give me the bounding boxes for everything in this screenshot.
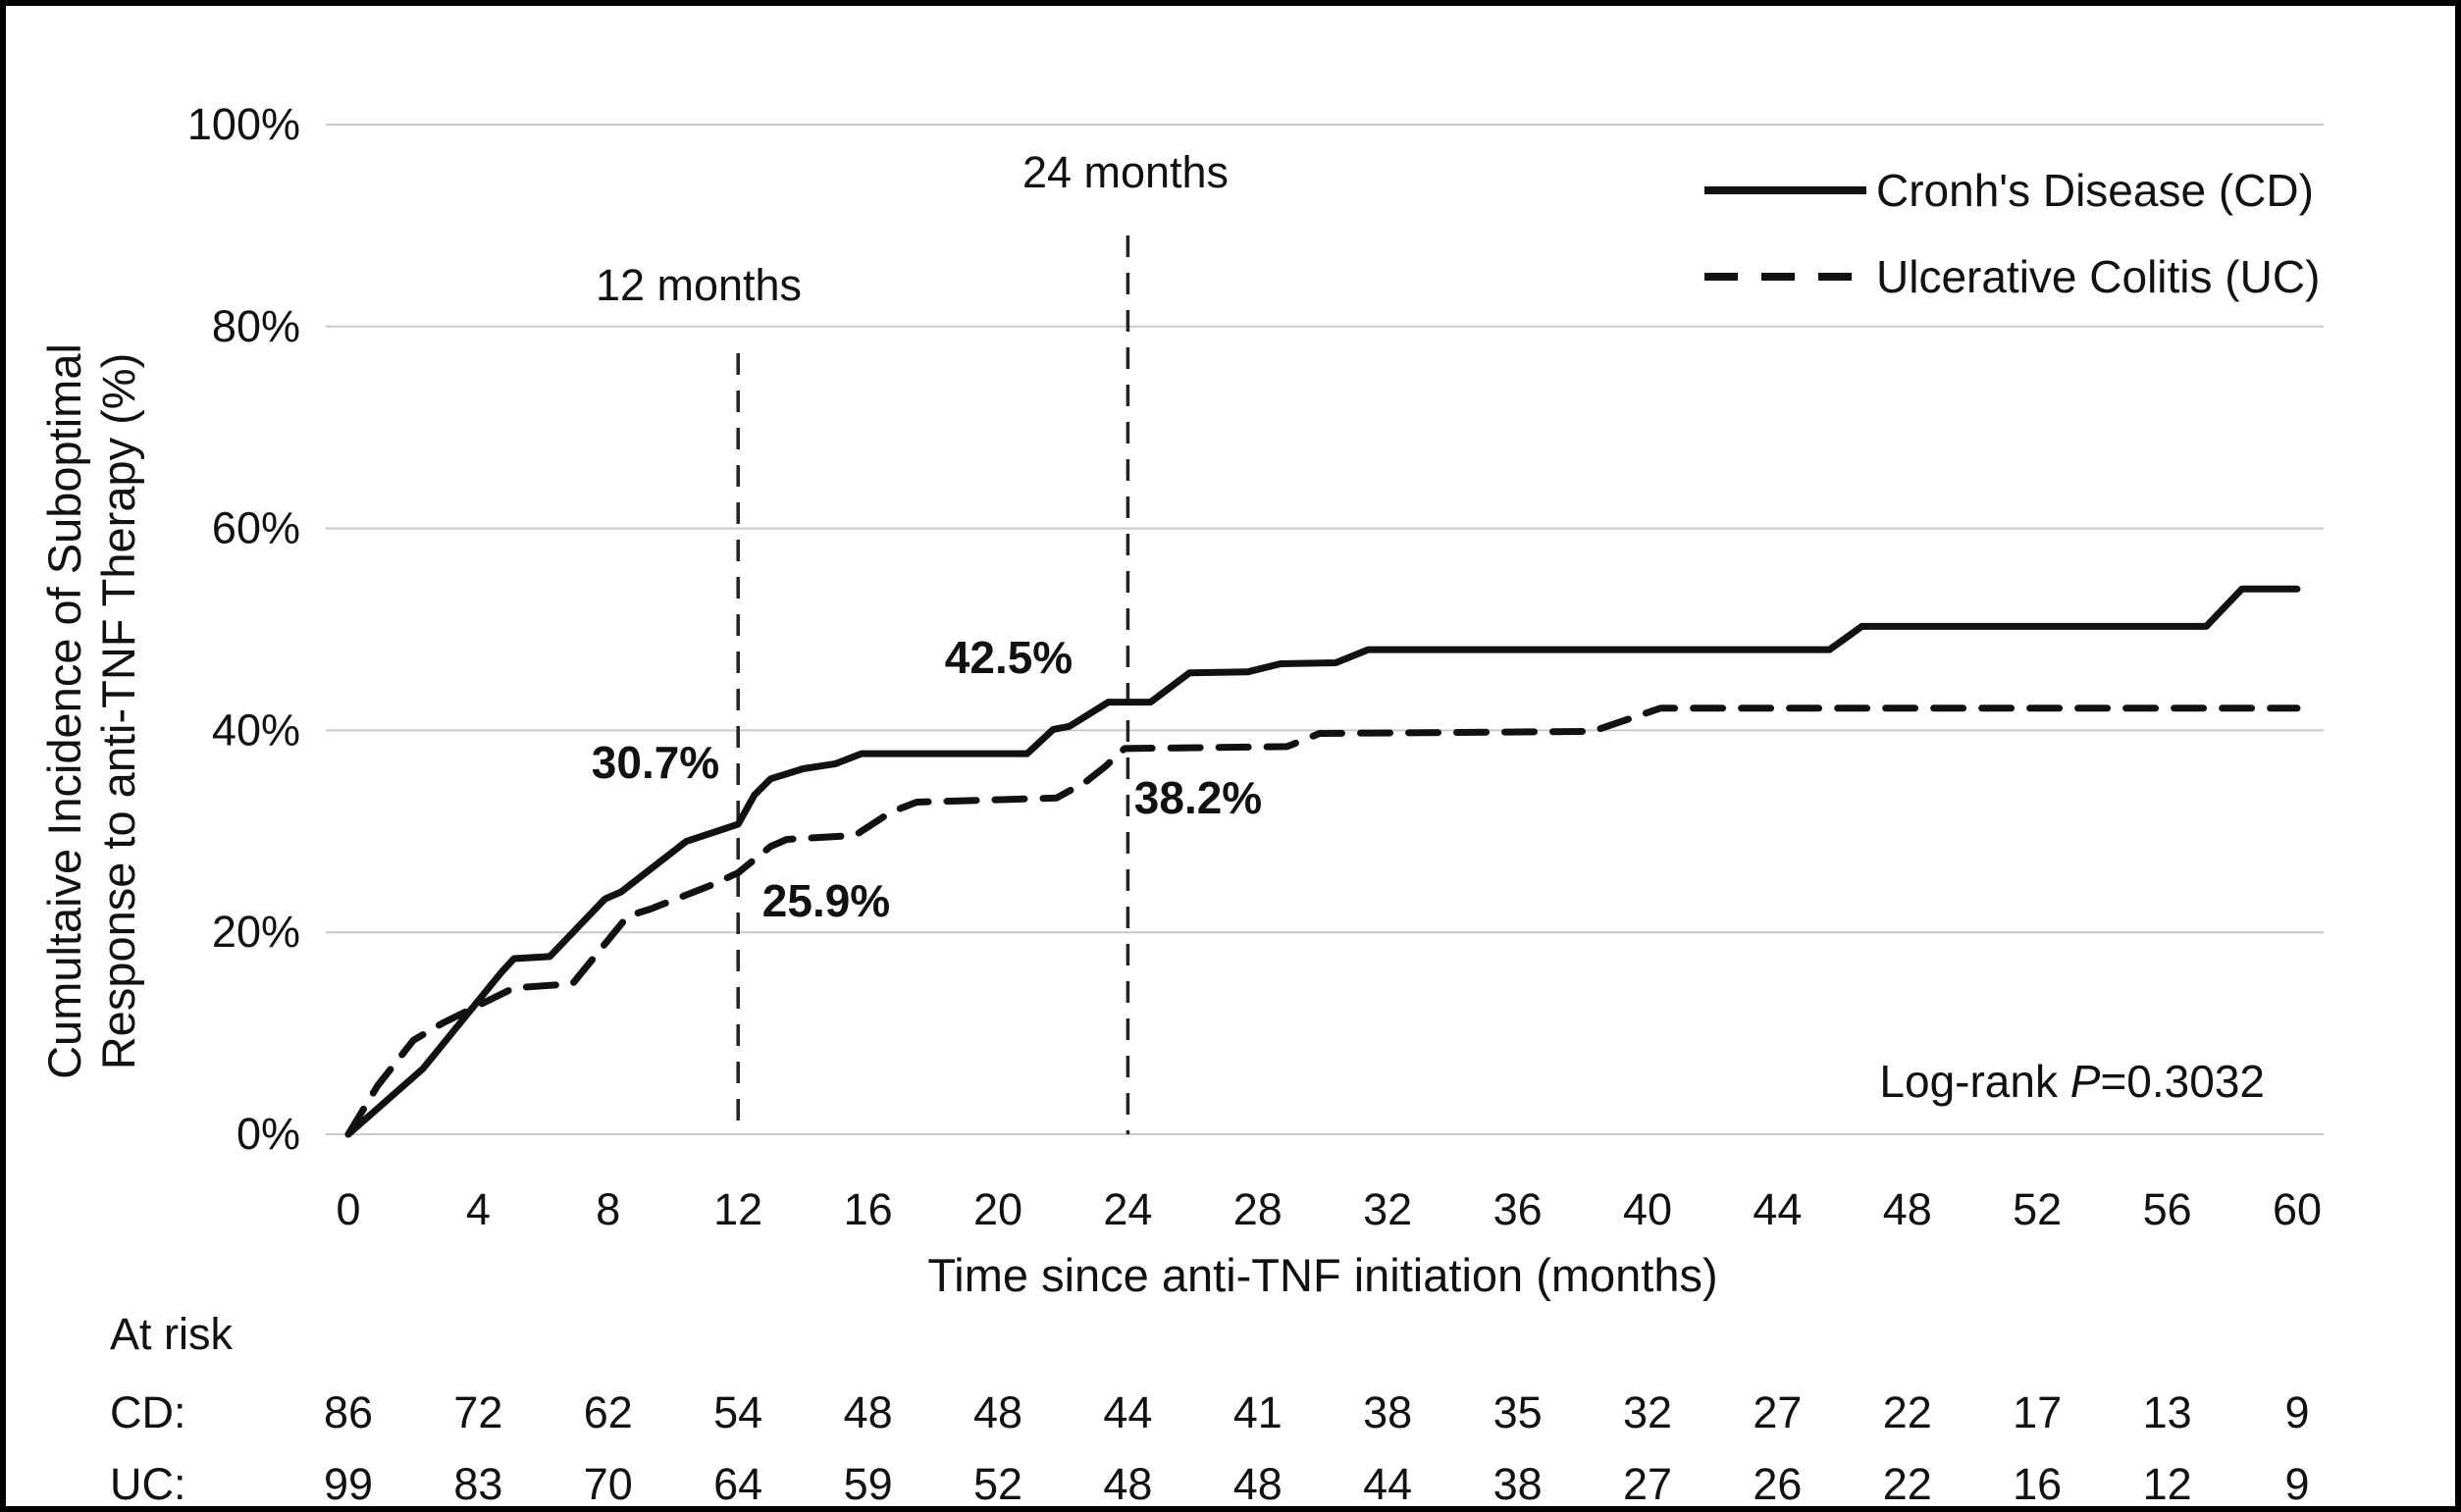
x-tick-label: 28 (1233, 1184, 1283, 1234)
at-risk-value: 22 (1883, 1459, 1932, 1509)
y-tick-label: 40% (212, 704, 300, 755)
x-tick-label: 12 (713, 1184, 762, 1234)
at-risk-value: 62 (584, 1387, 633, 1437)
at-risk-value: 35 (1493, 1387, 1543, 1437)
x-axis-title: Time since anti-TNF initiation (months) (927, 1249, 1717, 1301)
plot-gridlines (326, 124, 2324, 1135)
annotation-cd-12mo: 30.7% (592, 737, 719, 788)
y-tick-label: 100% (187, 99, 300, 149)
at-risk-value: 70 (584, 1459, 633, 1509)
ref-label-12-months: 12 months (596, 260, 802, 310)
annotation-uc-24mo: 38.2% (1134, 772, 1262, 823)
at-risk-value: 48 (844, 1387, 893, 1437)
at-risk-value: 99 (324, 1459, 373, 1509)
y-tick-label: 20% (212, 907, 300, 957)
x-tick-label: 4 (466, 1184, 491, 1234)
at-risk-row-uc-label: UC: (110, 1459, 186, 1509)
y-axis-title-line1: Cumultaive Incidence of Suboptimal (38, 343, 90, 1079)
at-risk-value: 27 (1753, 1387, 1802, 1437)
at-risk-value: 54 (713, 1387, 762, 1437)
log-rank-value: =0.3032 (2100, 1056, 2265, 1107)
at-risk-value: 32 (1623, 1387, 1672, 1437)
y-axis-title-line2: Response to anti-TNF Therapy (%) (92, 353, 144, 1070)
at-risk-value: 17 (2013, 1387, 2062, 1437)
at-risk-value: 16 (2013, 1459, 2062, 1509)
x-tick-label: 52 (2013, 1184, 2062, 1234)
at-risk-value: 48 (973, 1387, 1022, 1437)
x-tick-label: 0 (336, 1184, 360, 1234)
x-tick-label: 56 (2143, 1184, 2192, 1234)
x-tick-label: 20 (973, 1184, 1022, 1234)
at-risk-value: 9 (2284, 1459, 2309, 1509)
y-tick-labels: 0% 20% 40% 60% 80% 100% (187, 99, 300, 1159)
x-tick-label: 32 (1363, 1184, 1412, 1234)
uc-curve (344, 704, 2301, 1138)
at-risk-values: 86 72 62 54 48 48 44 41 38 35 32 27 22 17 13 999 83 70 64 5… (324, 1387, 2310, 1509)
at-risk-value: 86 (324, 1387, 373, 1437)
legend-cd-label: Cronh's Disease (CD) (1876, 165, 2314, 216)
at-risk-table: At risk CD: UC: 86 72 62 54 48 48 44 41 38 35 32 27… (110, 1309, 2310, 1509)
at-risk-value: 83 (453, 1459, 502, 1509)
cd-curve (344, 585, 2301, 1138)
y-tick-label: 60% (212, 503, 300, 553)
y-tick-label: 0% (236, 1109, 300, 1159)
ref-label-24-months: 24 months (1022, 147, 1229, 197)
at-risk-value: 26 (1753, 1459, 1802, 1509)
legend-uc-label: Ulcerative Colitis (UC) (1876, 251, 2320, 302)
reference-lines (736, 235, 1130, 1134)
at-risk-value: 38 (1493, 1459, 1543, 1509)
at-risk-label: At risk (110, 1309, 234, 1359)
x-tick-label: 44 (1753, 1184, 1802, 1234)
at-risk-value: 48 (1233, 1459, 1283, 1509)
at-risk-value: 48 (1103, 1459, 1152, 1509)
at-risk-value: 27 (1623, 1459, 1672, 1509)
at-risk-value: 64 (713, 1459, 762, 1509)
at-risk-value: 12 (2143, 1459, 2192, 1509)
at-risk-value: 44 (1103, 1387, 1152, 1437)
at-risk-value: 9 (2284, 1387, 2309, 1437)
x-tick-label: 24 (1103, 1184, 1152, 1234)
log-rank-prefix: Log-rank (1879, 1056, 2069, 1107)
x-tick-label: 48 (1883, 1184, 1932, 1234)
at-risk-value: 13 (2143, 1387, 2192, 1437)
annotation-cd-24mo: 42.5% (945, 632, 1073, 683)
at-risk-value: 44 (1363, 1459, 1412, 1509)
curves (344, 585, 2301, 1138)
x-tick-label: 16 (844, 1184, 893, 1234)
log-rank-p-symbol: P (2070, 1056, 2101, 1107)
annotation-uc-12mo: 25.9% (762, 875, 890, 926)
at-risk-value: 41 (1233, 1387, 1283, 1437)
at-risk-value: 38 (1363, 1387, 1412, 1437)
at-risk-row-cd-label: CD: (110, 1387, 186, 1437)
legend: Cronh's Disease (CD) Ulcerative Colitis … (1704, 165, 2320, 302)
y-tick-label: 80% (212, 301, 300, 351)
at-risk-value: 59 (844, 1459, 893, 1509)
x-tick-label: 8 (596, 1184, 620, 1234)
x-tick-label: 40 (1623, 1184, 1672, 1234)
x-tick-label: 36 (1493, 1184, 1543, 1234)
at-risk-value: 72 (453, 1387, 502, 1437)
x-tick-label: 60 (2273, 1184, 2322, 1234)
at-risk-value: 52 (973, 1459, 1022, 1509)
x-tick-labels: 0 4 8 12 16 20 24 28 32 36 40 44 48 52 56 60 (336, 1184, 2322, 1234)
log-rank-text: Log-rank P=0.3032 (1879, 1056, 2265, 1107)
at-risk-value: 22 (1883, 1387, 1932, 1437)
